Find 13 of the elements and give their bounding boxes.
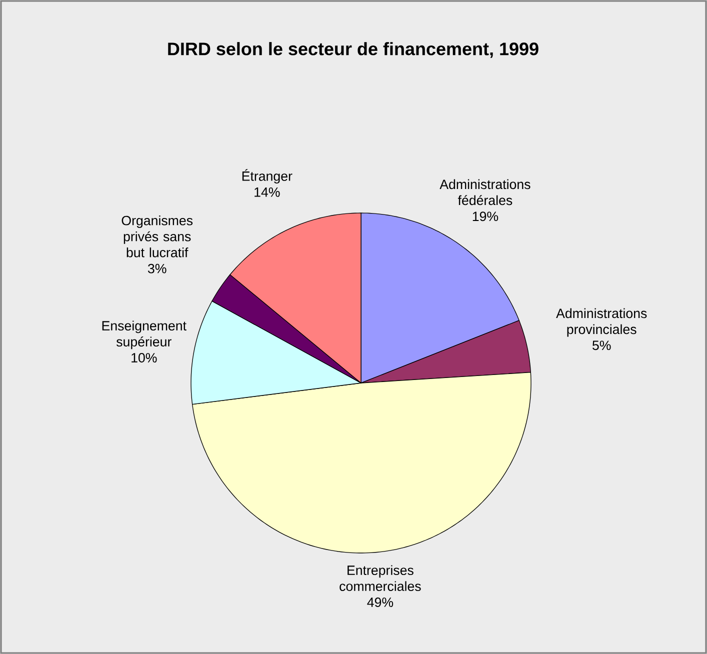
slice-label: Organismes privés sans but lucratif <box>122 216 193 258</box>
data-label: 10% <box>132 353 157 362</box>
slice-label: Entreprises commerciales <box>340 565 421 591</box>
slice-label: Étranger <box>242 169 292 184</box>
data-label: 49% <box>367 598 394 607</box>
data-label: 19% <box>472 212 498 222</box>
chart-title: DIRD selon le secteur de financement, 1999 <box>168 42 538 58</box>
slice-label: Enseignement supérieur <box>102 320 186 350</box>
data-label: 3% <box>148 264 166 274</box>
data-label: 5% <box>592 340 611 350</box>
data-label: 14% <box>254 187 280 197</box>
slice-label: Administrations provinciales <box>556 308 647 337</box>
slice-label: Administrations fédérales <box>440 179 530 206</box>
